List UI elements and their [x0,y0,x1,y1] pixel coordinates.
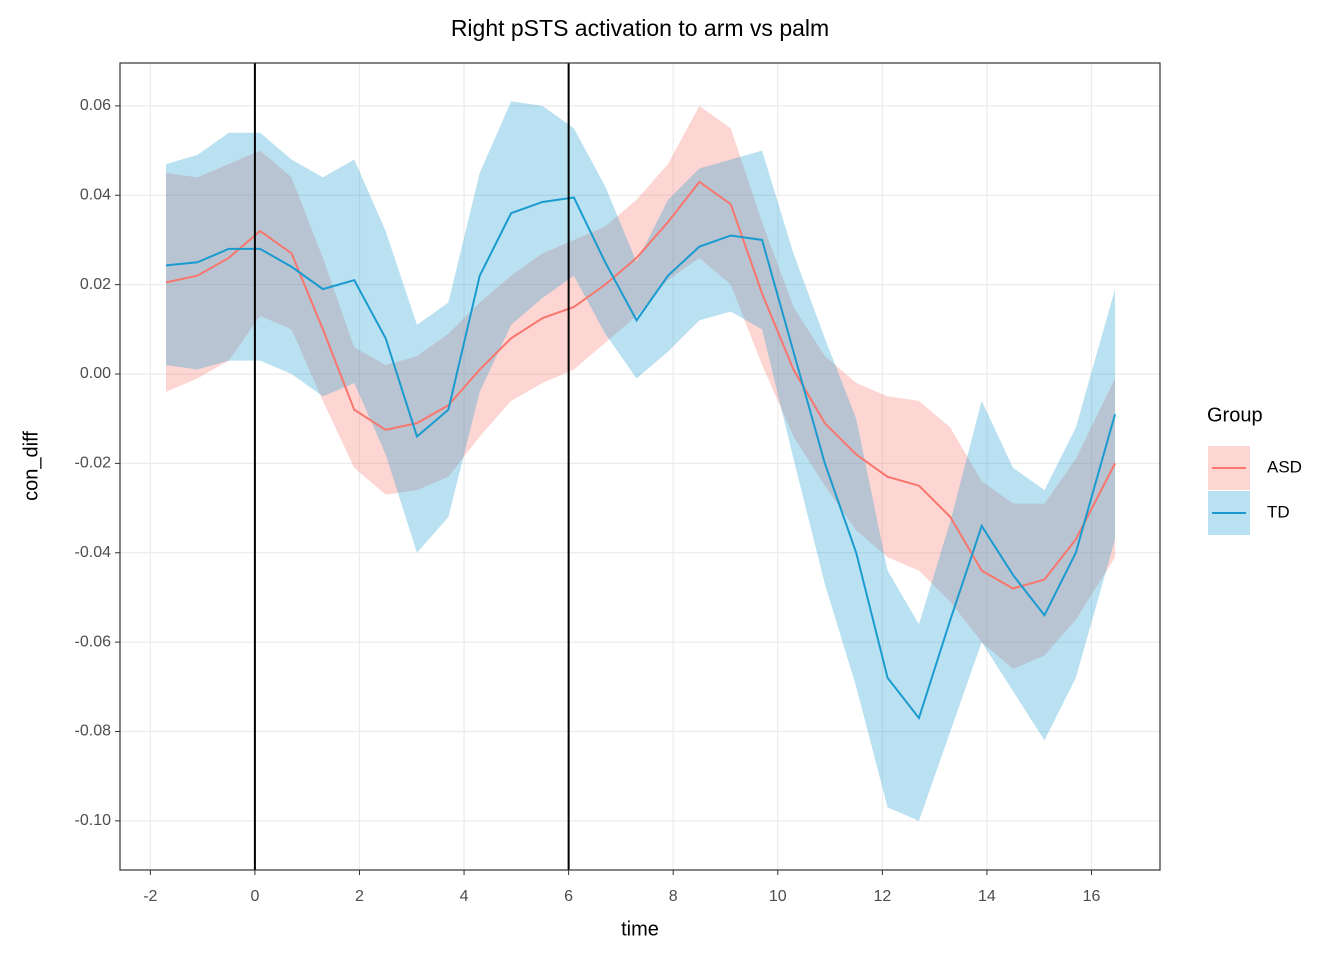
x-tick-label: 2 [355,888,364,905]
line [165,196,1116,721]
y-tick-label: 0.04 [80,186,111,203]
x-tick-label: 0 [250,888,259,905]
y-tick-label: -0.08 [75,723,112,740]
x-tick-label: 4 [460,888,469,905]
y-tick-label: -0.06 [75,633,112,650]
x-tick-label: 10 [769,888,787,905]
chart-title: Right pSTS activation to arm vs palm [451,15,829,41]
y-tick-label: 0.06 [80,97,111,114]
y-axis-label: con_diff [20,431,42,501]
y-tick-label: -0.04 [75,544,112,561]
x-axis-label: time [621,918,659,940]
x-tick-label: 16 [1083,888,1101,905]
x-tick-label: 6 [564,888,573,905]
x-tick-label: 12 [873,888,891,905]
panel-border [119,62,1161,871]
y-tick-label: 0.00 [80,365,111,382]
legend-title: Group [1207,404,1263,426]
legend-label: TD [1267,502,1290,521]
y-tick-label: 0.02 [80,276,111,293]
line [165,180,1116,590]
confidence-band [166,105,1116,669]
y-tick-label: -0.10 [75,812,112,829]
legend-label: ASD [1267,457,1302,476]
y-tick-label: -0.02 [75,455,112,472]
x-tick-label: -2 [143,888,157,905]
x-tick-label: 8 [669,888,678,905]
x-tick-label: 14 [978,888,996,905]
